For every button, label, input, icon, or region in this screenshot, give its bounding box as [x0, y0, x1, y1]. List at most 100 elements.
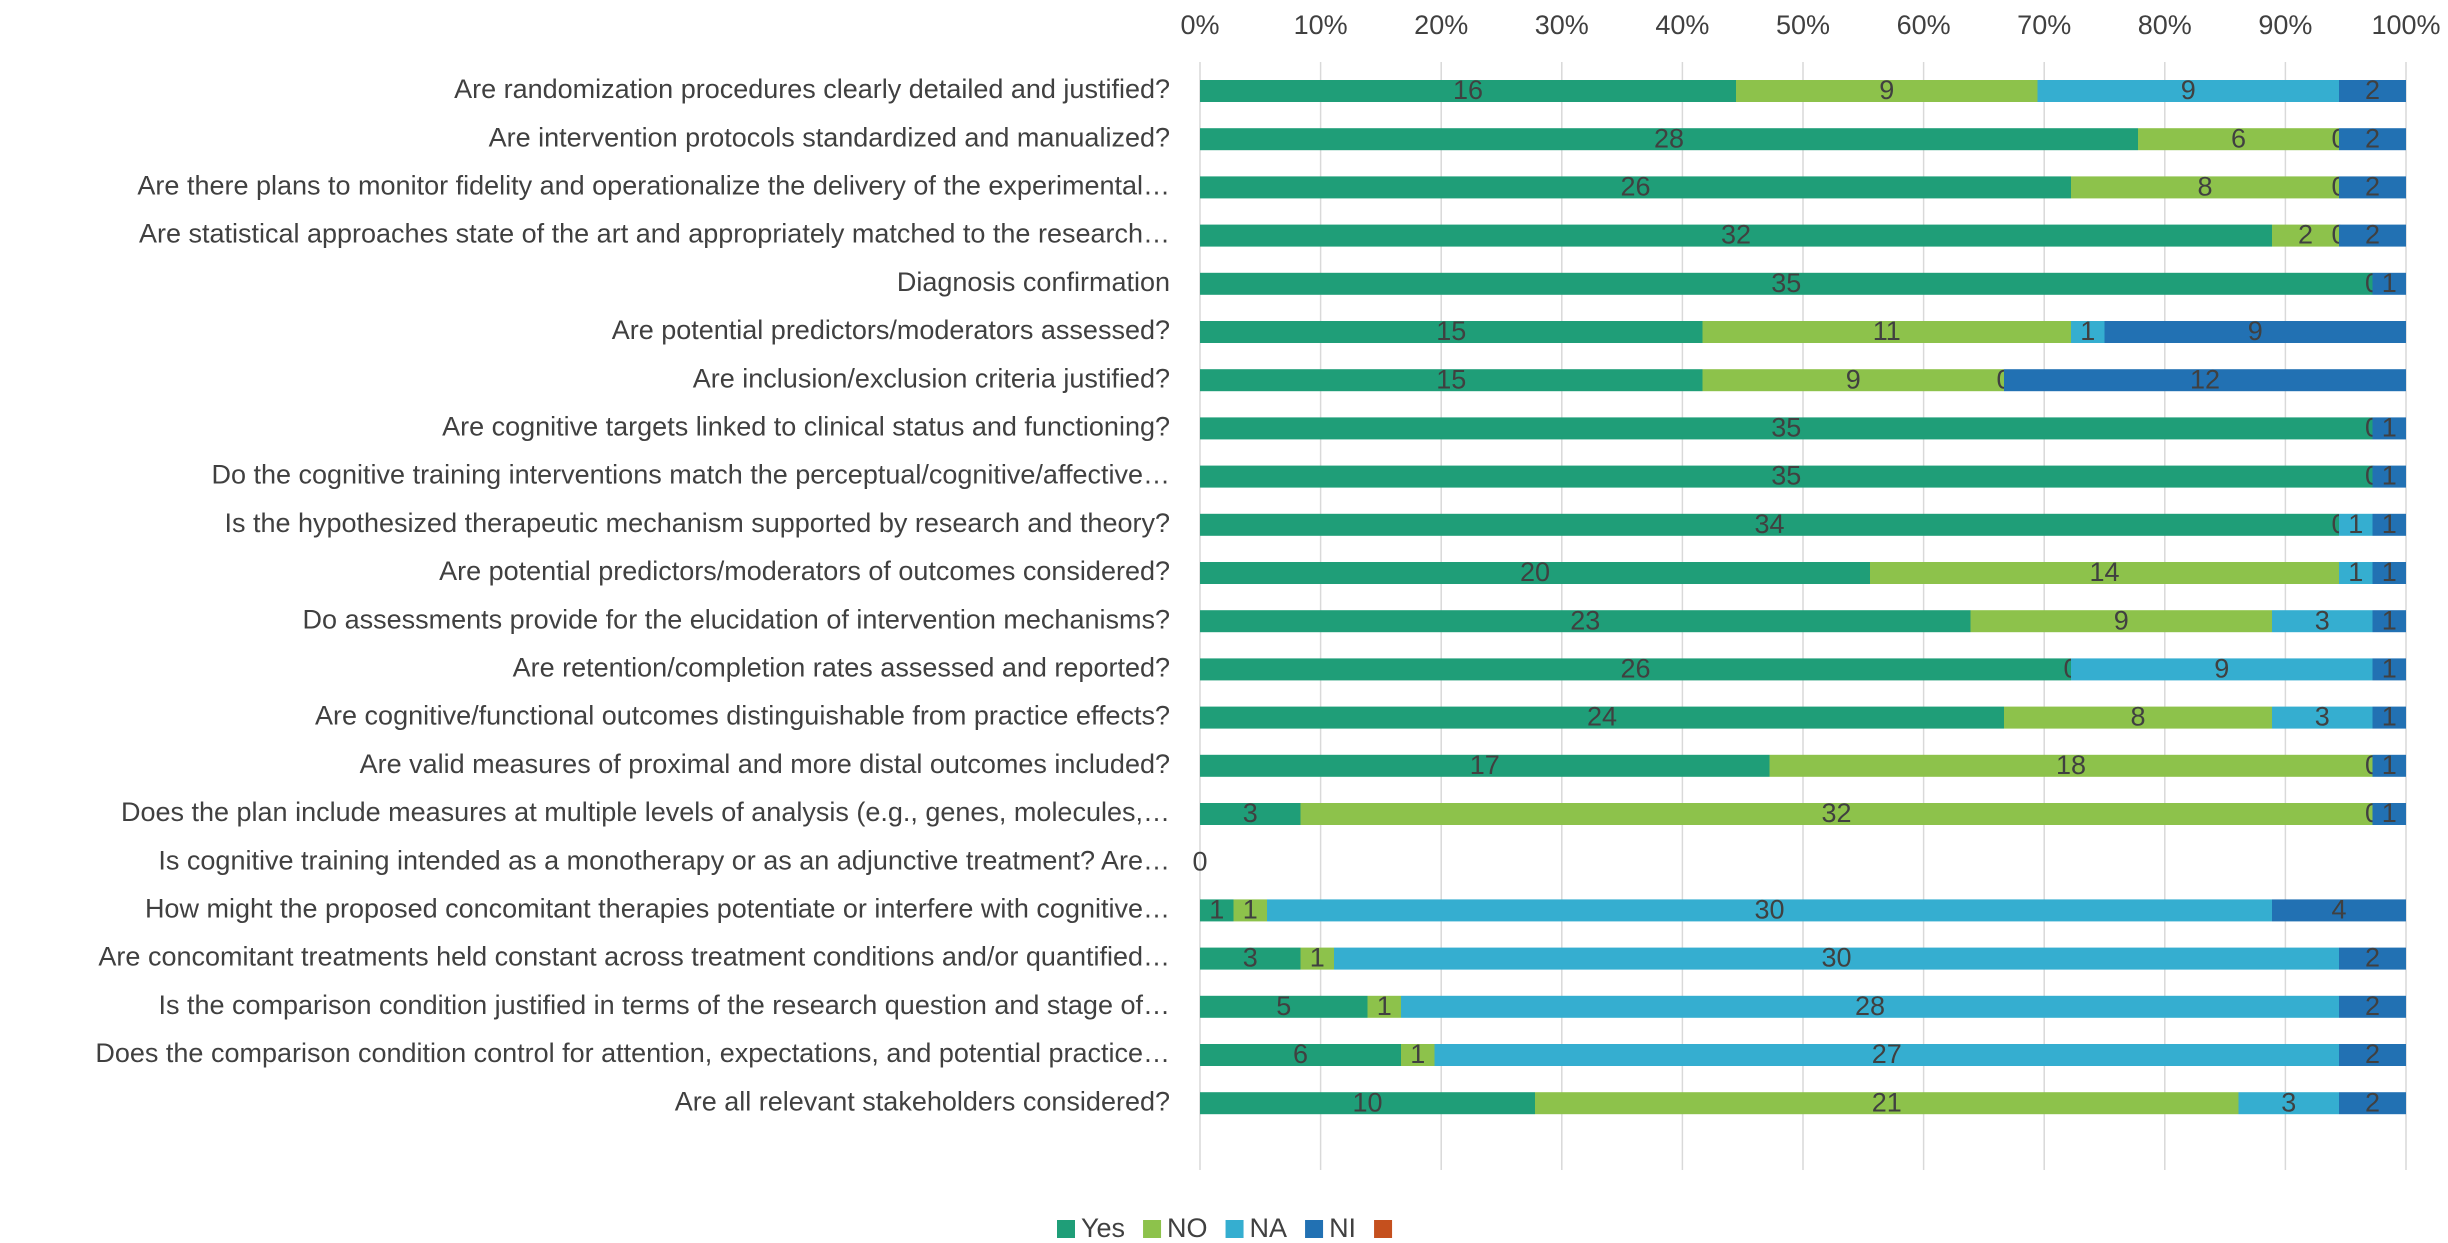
legend-swatch — [1225, 1220, 1244, 1238]
x-tick-label: 60% — [1897, 10, 1951, 40]
bar-segment — [1870, 562, 2339, 584]
y-tick-label: Are there plans to monitor fidelity and … — [137, 171, 1170, 201]
data-label: 21 — [1872, 1087, 1902, 1117]
x-tick-label: 70% — [2017, 10, 2071, 40]
x-tick-label: 20% — [1414, 10, 1468, 40]
data-label: 8 — [2130, 702, 2145, 732]
data-label: 1 — [2382, 557, 2397, 587]
data-label: 32 — [1721, 220, 1751, 250]
data-label: 2 — [2298, 220, 2313, 250]
data-label: 1 — [2382, 461, 2397, 491]
y-tick-label: Are statistical approaches state of the … — [139, 219, 1170, 249]
bar-segment — [2339, 1044, 2406, 1066]
bar-segment — [2372, 706, 2406, 729]
bar-segment — [1200, 803, 1301, 825]
x-tick-label: 30% — [1535, 10, 1589, 40]
bar-segment — [1200, 224, 2272, 247]
bar-segment — [2372, 803, 2406, 825]
bar-segment — [2372, 658, 2406, 681]
bar-segment — [1300, 947, 1334, 970]
data-label: 9 — [2214, 654, 2229, 684]
bar-segment — [1300, 803, 2373, 825]
y-tick-label: Does the comparison condition control fo… — [95, 1038, 1170, 1068]
bar-segment — [2339, 128, 2406, 151]
data-label: 15 — [1436, 364, 1466, 394]
bar-segment — [2104, 321, 2406, 343]
y-tick-label: Are intervention protocols standardized … — [489, 122, 1170, 152]
data-label: 28 — [1654, 123, 1684, 153]
bar-segment — [2372, 754, 2406, 777]
data-label: 11 — [1873, 316, 1901, 346]
data-label: 1 — [2382, 605, 2397, 635]
data-label: 6 — [1293, 1039, 1308, 1069]
y-tick-label: Are retention/completion rates assessed … — [513, 653, 1170, 683]
bar-segment — [1200, 1092, 1535, 1115]
legend-label: Yes — [1081, 1213, 1125, 1243]
bar-segment — [1200, 417, 2373, 440]
y-tick-label: Are randomization procedures clearly det… — [454, 74, 1170, 104]
data-label: 24 — [1587, 702, 1617, 732]
data-label: 3 — [2281, 1087, 2296, 1117]
data-label: 1 — [1377, 991, 1392, 1021]
data-label: 5 — [1276, 991, 1291, 1021]
bar-segment — [1233, 899, 1267, 922]
data-label: 26 — [1620, 172, 1650, 202]
bar-segment — [2339, 80, 2406, 102]
bar-segment — [1267, 899, 2272, 922]
y-tick-label: Is cognitive training intended as a mono… — [158, 845, 1170, 875]
y-tick-label: Is the comparison condition justified in… — [158, 990, 1170, 1020]
bar-segment — [1200, 899, 1234, 922]
legend-swatch — [1305, 1220, 1324, 1238]
data-label: 30 — [1754, 895, 1784, 925]
x-tick-label: 100% — [2371, 10, 2440, 40]
bar-segment — [1367, 995, 1401, 1018]
bar-segment — [1200, 995, 1368, 1018]
y-tick-label: Does the plan include measures at multip… — [121, 797, 1170, 827]
data-label: 2 — [2365, 123, 2380, 153]
y-tick-label: Are concomitant treatments held constant… — [98, 942, 1170, 972]
y-tick-label: How might the proposed concomitant thera… — [145, 894, 1170, 924]
bar-segment — [2339, 1092, 2406, 1115]
bar-segment — [1535, 1092, 2239, 1115]
data-label: 34 — [1754, 509, 1784, 539]
data-label: 16 — [1453, 75, 1483, 105]
bar-segment — [1200, 1044, 1401, 1066]
data-label: 26 — [1620, 654, 1650, 684]
data-label: 3 — [1243, 798, 1258, 828]
data-label: 9 — [1879, 75, 1894, 105]
data-label: 8 — [2197, 172, 2212, 202]
bar-segment — [2004, 369, 2406, 392]
data-label: 1 — [1310, 943, 1325, 973]
bar-segment — [2339, 562, 2373, 584]
bar-segment — [1702, 369, 2004, 392]
bar-segment — [1401, 1044, 1435, 1066]
y-tick-label: Do the cognitive training interventions … — [211, 460, 1170, 490]
data-label: 3 — [2315, 702, 2330, 732]
y-tick-label: Are potential predictors/moderators asse… — [612, 315, 1170, 345]
bar-segment — [1200, 658, 2071, 681]
bar-segment — [1334, 947, 2339, 970]
x-tick-label: 10% — [1294, 10, 1348, 40]
data-label: 0 — [1192, 846, 1207, 876]
bar-segment — [1200, 272, 2373, 295]
bar-segment — [1970, 610, 2272, 633]
data-label: 35 — [1771, 268, 1801, 298]
data-label: 2 — [2365, 1087, 2380, 1117]
data-label: 32 — [1821, 798, 1851, 828]
data-label: 9 — [2181, 75, 2196, 105]
data-label: 28 — [1855, 991, 1885, 1021]
bar-segment — [2138, 128, 2339, 151]
bar-segment — [1736, 80, 2038, 102]
y-tick-label: Are valid measures of proximal and more … — [360, 749, 1170, 779]
legend-swatch — [1374, 1220, 1393, 1238]
data-label: 1 — [2382, 509, 2397, 539]
bar-segment — [2037, 80, 2339, 102]
data-label: 9 — [2248, 316, 2263, 346]
bar-segment — [2272, 706, 2373, 729]
bar-segment — [2339, 224, 2406, 247]
data-label: 1 — [1410, 1039, 1425, 1069]
bar-segment — [1200, 176, 2071, 199]
data-label: 30 — [1821, 943, 1851, 973]
bar-segment — [2004, 706, 2272, 729]
